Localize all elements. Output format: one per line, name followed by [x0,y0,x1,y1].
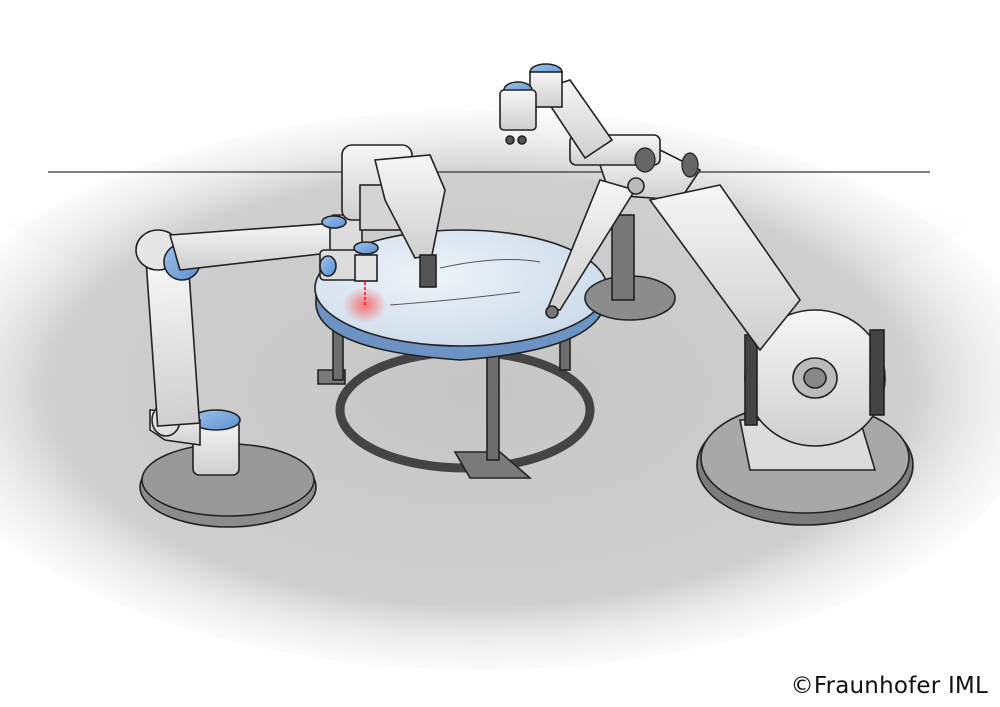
cone-tool-arm [546,179,637,311]
right-robot-arm-link [648,184,801,352]
copyright-credit: ©Fraunhofer IML [790,673,988,699]
center-robot-arm [341,144,446,288]
joint-accents [634,147,699,178]
right-robot [648,184,914,526]
rotary-table [314,229,608,479]
left-robot-arm [135,214,379,528]
back-robot-arm [499,63,702,321]
